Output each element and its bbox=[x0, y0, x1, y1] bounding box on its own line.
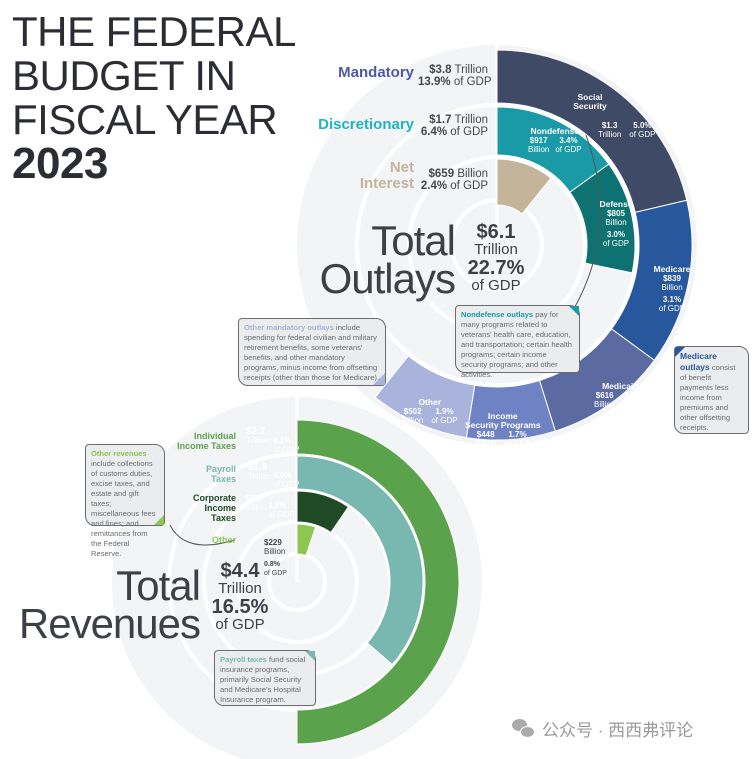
title-year: 2023 bbox=[12, 139, 108, 188]
page-title: THE FEDERAL BUDGET IN FISCAL YEAR 2023 bbox=[12, 10, 296, 186]
social-security-value: $1.3 Trillion 5.0% of GDP bbox=[598, 121, 656, 139]
medicare-label: Medicare $839 Billion 3.1% of GDP bbox=[653, 264, 691, 314]
social-security-label: Social Security bbox=[573, 92, 607, 111]
other-revenues-label: Other bbox=[211, 535, 236, 545]
title-line: BUDGET IN bbox=[12, 52, 236, 99]
corporate-income-taxes-value: $420 Billion 1.6% of GDP bbox=[245, 494, 295, 519]
nondefense-callout: Nondefense outlays pay for many programs… bbox=[455, 305, 580, 379]
revenue-segment-individual-income-taxes bbox=[296, 419, 460, 745]
other-revenues-connector bbox=[169, 524, 236, 546]
nondefense-label: Nondefense $917 Billion 3.4% of GDP bbox=[528, 126, 582, 155]
callout-corner bbox=[305, 651, 315, 661]
callout-corner bbox=[675, 347, 685, 357]
mandatory-label: Mandatory bbox=[338, 64, 414, 81]
revenue-segment-payroll-taxes bbox=[296, 455, 424, 666]
discretionary-value: $1.7 Trillion 6.4% of GDP bbox=[420, 114, 488, 138]
outlay-segment-defense bbox=[569, 163, 636, 274]
callout-corner bbox=[373, 373, 385, 385]
other-mandatory-callout: Other mandatory outlays include spending… bbox=[238, 318, 386, 386]
other-revenues-value: $229 Billion 0.8% of GDP bbox=[264, 538, 287, 577]
watermark: 公众号 · 西西弗评论 bbox=[512, 716, 693, 741]
other-revenues-callout: Other revenues include collections of cu… bbox=[85, 444, 165, 558]
individual-income-taxes-label: Individual Income Taxes bbox=[177, 431, 236, 451]
total-revenues-heading: Total Revenues bbox=[18, 562, 201, 647]
payroll-taxes-value: $1.6 Trillion 6.0% of GDP bbox=[248, 462, 300, 490]
corporate-income-taxes-label: Corporate Income Taxes bbox=[192, 493, 236, 523]
medicare-callout: Medicare outlays consist of benefit paym… bbox=[674, 346, 749, 434]
title-line: FISCAL YEAR bbox=[12, 96, 278, 143]
revenue-segment-other bbox=[296, 523, 317, 557]
callout-corner bbox=[569, 306, 579, 316]
title-line: THE FEDERAL bbox=[12, 8, 296, 55]
discretionary-label: Discretionary bbox=[318, 116, 414, 133]
total-outlays-heading: Total Outlays bbox=[319, 217, 456, 302]
mandatory-value: $3.8 Trillion 13.9% of GDP bbox=[418, 64, 492, 88]
outlay-segment-net-interest bbox=[496, 158, 552, 215]
wechat-icon bbox=[512, 718, 536, 739]
nondefense-connector bbox=[571, 134, 601, 313]
medicaid-label: Medicaid $616 Billion 2.3% of GDP bbox=[594, 381, 647, 410]
individual-income-taxes-value: $2.2 Trillion 8.1% of GDP bbox=[246, 426, 300, 455]
total-revenues-value: $4.4 Trillion 16.5% of GDP bbox=[211, 560, 269, 633]
outlay-segment-other bbox=[374, 355, 476, 439]
watermark-text: 公众号 · 西西弗评论 bbox=[542, 721, 694, 740]
total-outlays-value: $6.1 Trillion 22.7% of GDP bbox=[467, 221, 525, 294]
net-interest-label: Net Interest bbox=[359, 159, 414, 192]
net-interest-value: $659 Billion 2.4% of GDP bbox=[420, 168, 488, 192]
defense-label: Defense $805 Billion 3.0% of GDP bbox=[599, 199, 633, 249]
payroll-taxes-label: Payroll Taxes bbox=[205, 464, 236, 484]
income-security-label: Income Security Programs $448 Billion 1.7%… bbox=[465, 411, 541, 449]
callout-corner bbox=[154, 515, 164, 525]
other-outlays-label: Other $502 Billion 1.9% of GDP bbox=[402, 397, 458, 426]
revenue-segment-corporate-income-taxes bbox=[296, 490, 350, 534]
payroll-taxes-callout: Payroll taxes fund social insurance prog… bbox=[214, 650, 316, 706]
